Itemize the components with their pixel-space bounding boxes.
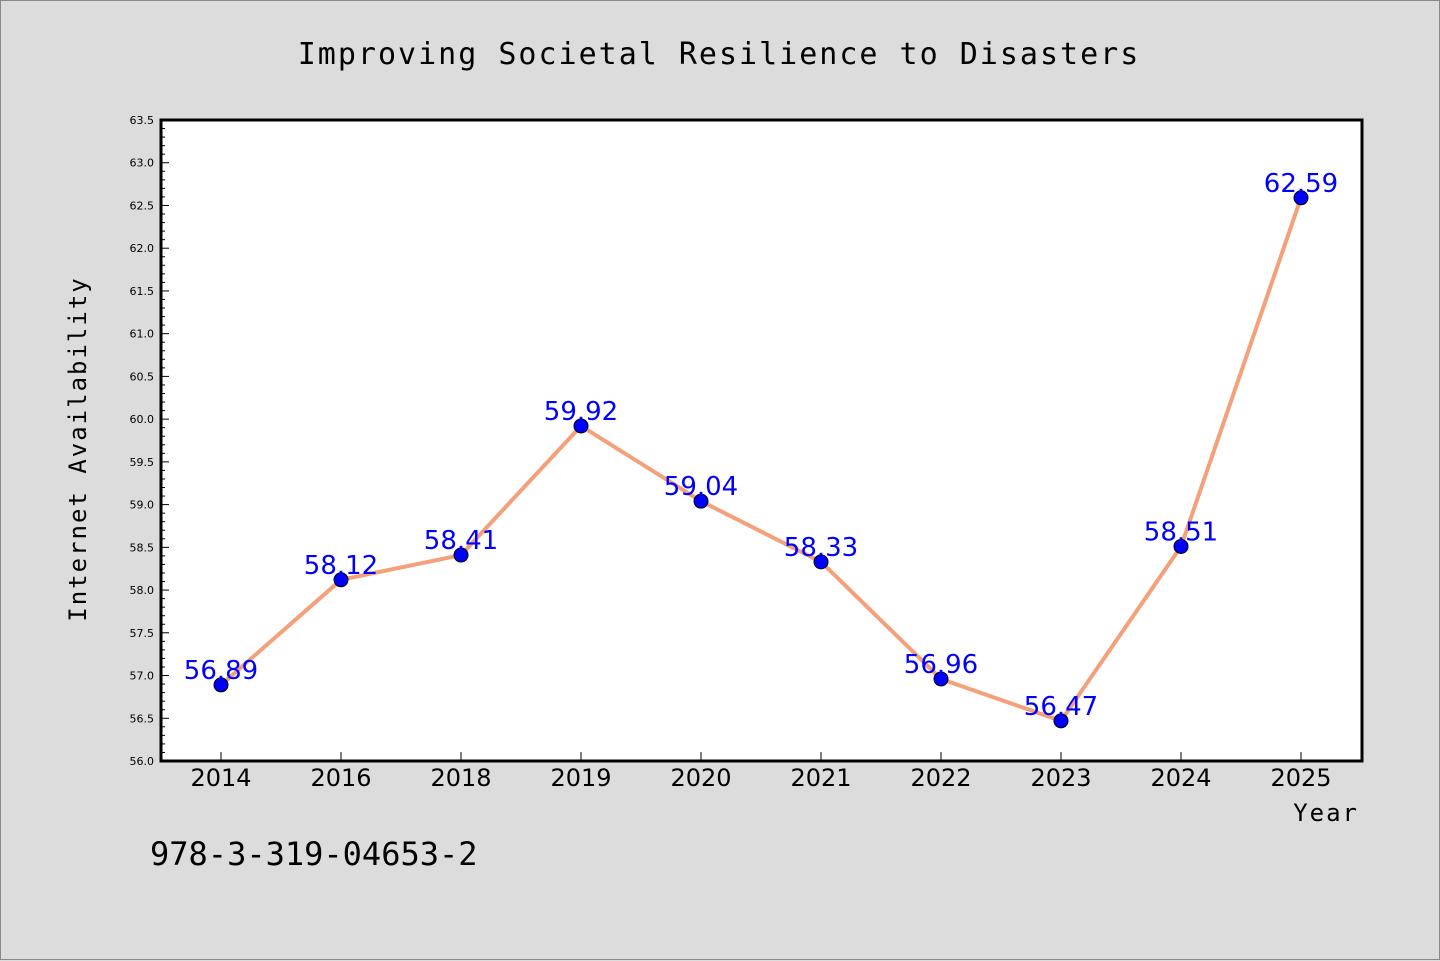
data-label: 58.33: [784, 533, 858, 563]
data-point: [453, 547, 469, 563]
y-tick-label: 56.5: [130, 712, 155, 725]
y-tick-label: 57.0: [130, 670, 155, 683]
y-tick-label: 59.5: [130, 456, 155, 469]
y-tick-label: 56.0: [130, 755, 155, 768]
x-tick-label: 2021: [790, 764, 851, 792]
x-tick-label: 2024: [1150, 764, 1211, 792]
data-label: 56.89: [184, 656, 258, 686]
x-axis-ticks: 2014 2016 2018 2019 2020 2021 2022 2023 2024 2025: [190, 752, 1332, 792]
x-tick-label: 2025: [1270, 764, 1331, 792]
y-axis-label: Internet Availability: [64, 276, 92, 621]
data-point: [1293, 190, 1309, 206]
plot-area: [159, 118, 1364, 763]
x-tick-label: 2020: [670, 764, 731, 792]
y-tick-label: 62.0: [130, 242, 155, 255]
x-tick-label: 2023: [1030, 764, 1091, 792]
data-label: 56.96: [904, 650, 978, 680]
isbn-text: 978-3-319-04653-2: [150, 835, 478, 873]
x-tick-label: 2019: [550, 764, 611, 792]
y-axis-ticks: 56.0 56.5 57.0 57.5 58.0 58.5 59.0 59.5 60.0 60.5…: [130, 114, 169, 768]
data-label: 56.47: [1024, 692, 1098, 722]
data-label: 58.41: [424, 526, 498, 556]
data-label: 59.04: [664, 472, 738, 502]
y-tick-label: 63.0: [130, 157, 155, 170]
x-tick-label: 2022: [910, 764, 971, 792]
y-tick-label: 57.5: [130, 627, 155, 640]
x-axis-label: Year: [1293, 799, 1359, 827]
data-point: [813, 554, 829, 570]
x-tick-label: 2016: [310, 764, 371, 792]
y-tick-label: 63.5: [130, 114, 155, 127]
y-tick-label: 60.5: [130, 370, 155, 383]
data-point: [573, 418, 589, 434]
data-point: [333, 572, 349, 588]
data-label: 62.59: [1264, 169, 1338, 199]
data-point: [213, 677, 229, 693]
data-point: [1053, 713, 1069, 729]
data-point: [693, 493, 709, 509]
y-tick-label: 61.0: [130, 328, 155, 341]
x-tick-label: 2014: [190, 764, 251, 792]
data-label: 58.12: [304, 551, 378, 581]
y-tick-label: 59.0: [130, 499, 155, 512]
data-point: [1173, 538, 1189, 554]
y-tick-label: 58.0: [130, 584, 155, 597]
y-tick-label: 61.5: [130, 285, 155, 298]
data-label: 59.92: [544, 397, 618, 427]
y-tick-label: 62.5: [130, 199, 155, 212]
chart-title: Improving Societal Resilience to Disaste…: [298, 37, 1141, 72]
data-markers: [213, 190, 1309, 729]
series-line: [219, 197, 1303, 723]
y-tick-label: 58.5: [130, 541, 155, 554]
data-label: 58.51: [1144, 517, 1218, 547]
data-labels: 56.89 58.12 58.41 59.92 59.04 58.33 56.96 56.47…: [184, 169, 1338, 722]
x-tick-label: 2018: [430, 764, 491, 792]
y-tick-label: 60.0: [130, 413, 155, 426]
data-point: [933, 671, 949, 687]
